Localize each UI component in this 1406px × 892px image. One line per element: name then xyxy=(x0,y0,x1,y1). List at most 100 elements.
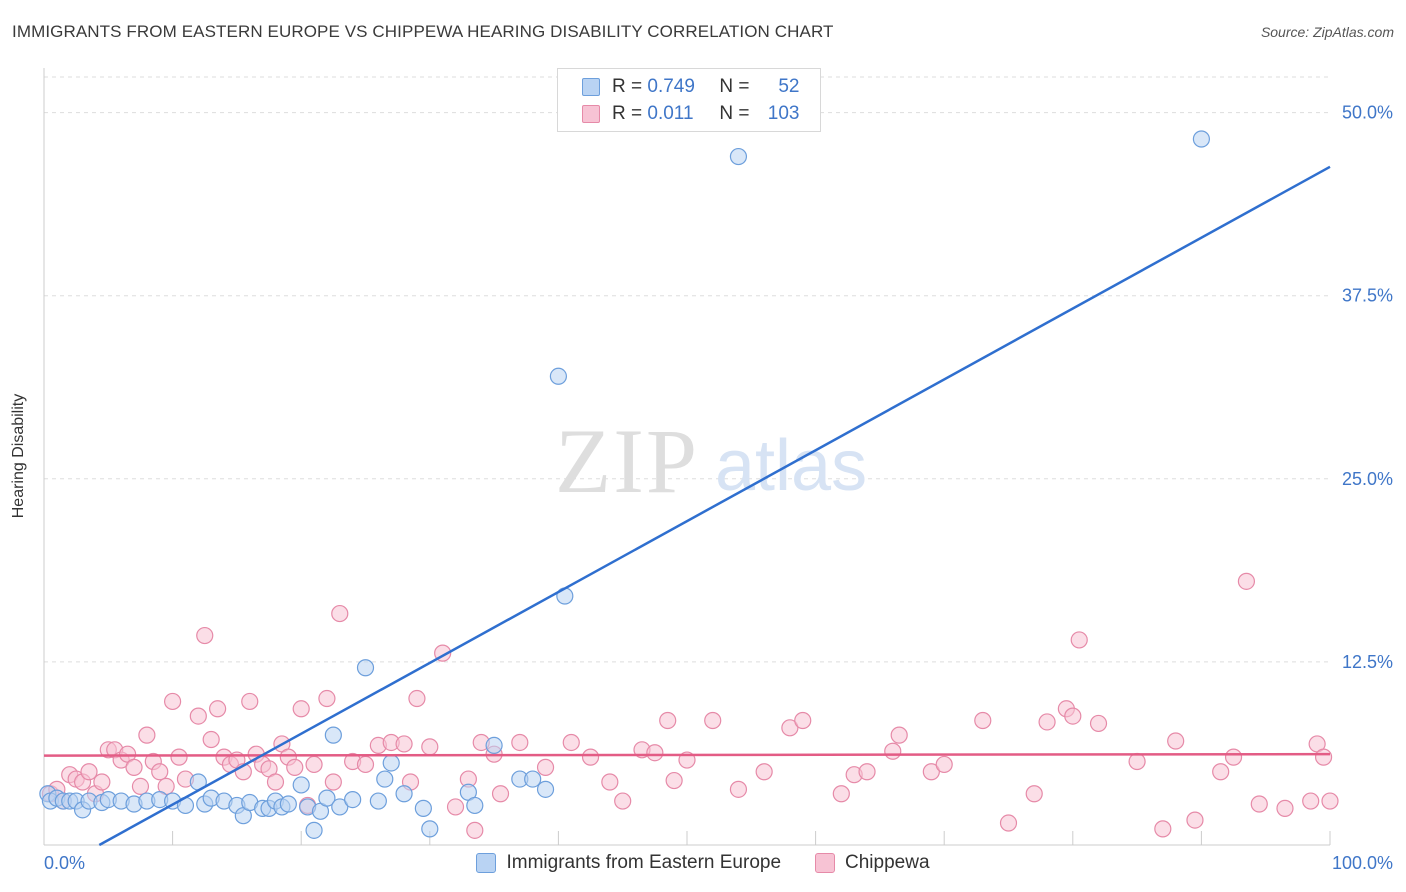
chippewa-point xyxy=(1186,811,1204,829)
chippewa-point xyxy=(125,758,143,776)
legend-swatch-pink xyxy=(815,853,836,873)
eastern-europe-point xyxy=(324,726,342,744)
chippewa-point xyxy=(1321,792,1339,810)
eastern-europe-point xyxy=(356,659,375,677)
chippewa-point xyxy=(858,763,876,781)
chippewa-point xyxy=(164,692,182,711)
legend-label-eastern-europe: Immigrants from Eastern Europe xyxy=(506,852,782,873)
chippewa-point xyxy=(659,711,677,730)
chippewa-point xyxy=(832,785,850,803)
chippewa-point xyxy=(511,733,529,752)
chippewa-point xyxy=(466,821,484,839)
legend-swatch-pink xyxy=(582,105,600,123)
chippewa-point xyxy=(170,748,188,766)
eastern-europe-points xyxy=(39,130,1211,839)
eastern-europe-point xyxy=(485,736,503,754)
chippewa-point xyxy=(241,692,259,711)
chippewa-point xyxy=(884,742,902,760)
chippewa-point xyxy=(80,763,98,781)
eastern-europe-point xyxy=(421,820,439,838)
chippewa-point xyxy=(1276,799,1294,817)
legend-r-value: 0.011 xyxy=(647,103,694,124)
chippewa-point xyxy=(408,689,426,708)
legend-swatch-blue xyxy=(582,78,600,96)
chippewa-point xyxy=(1302,792,1320,810)
x-tick-label-min: 0.0% xyxy=(44,853,85,873)
legend-item-chippewa[interactable]: Chippewa xyxy=(815,852,930,874)
eastern-europe-point xyxy=(414,799,432,817)
legend-n-value: 103 xyxy=(767,103,800,124)
chippewa-point xyxy=(491,785,510,803)
eastern-europe-trendline xyxy=(98,165,1331,847)
chippewa-point xyxy=(286,758,304,776)
chippewa-point xyxy=(1128,752,1146,771)
chippewa-point xyxy=(1250,795,1268,813)
chippewa-point xyxy=(209,700,227,718)
eastern-europe-point xyxy=(344,790,362,809)
chippewa-point xyxy=(1038,713,1056,731)
chippewa-point xyxy=(266,773,285,791)
chippewa-point xyxy=(324,773,342,791)
chippewa-point xyxy=(974,711,992,730)
chippewa-point xyxy=(1237,572,1256,590)
legend-item-eastern-europe[interactable]: Immigrants from Eastern Europe xyxy=(476,852,781,874)
source-label: Source: ZipAtlas.com xyxy=(1260,24,1394,40)
chippewa-point xyxy=(755,763,773,781)
eastern-europe-point xyxy=(466,796,484,815)
chippewa-point xyxy=(446,798,465,816)
watermark-zip: ZIP xyxy=(555,410,699,512)
legend-label-chippewa: Chippewa xyxy=(845,852,930,873)
chippewa-point xyxy=(421,738,439,756)
chippewa-point xyxy=(1154,820,1172,838)
axes xyxy=(43,68,1331,846)
series-legend: Immigrants from Eastern Europe Chippewa xyxy=(0,852,1406,874)
eastern-europe-point xyxy=(536,780,555,798)
gridlines xyxy=(44,76,1330,663)
chippewa-point xyxy=(1224,748,1243,766)
chippewa-point xyxy=(1064,707,1082,725)
legend-n-label: N = xyxy=(719,103,750,124)
chippewa-point xyxy=(395,735,413,753)
chippewa-point xyxy=(189,707,207,725)
eastern-europe-point xyxy=(729,147,748,166)
chippewa-point xyxy=(665,771,683,790)
chippewa-point xyxy=(331,604,349,623)
chippewa-point xyxy=(318,689,336,708)
chippewa-trendline xyxy=(43,752,1331,757)
legend-r-label: R = xyxy=(612,76,643,97)
legend-row-pink: R = 0.011 N = 103 xyxy=(582,103,800,125)
tick-labels: 12.5% 25.0% 37.5% 50.0% 0.0% 100.0% xyxy=(44,103,1393,873)
eastern-europe-point xyxy=(376,770,394,788)
eastern-europe-point xyxy=(382,754,400,772)
chippewa-point xyxy=(1025,785,1043,803)
eastern-europe-point xyxy=(305,821,323,839)
eastern-europe-point xyxy=(279,795,297,813)
chippewa-point xyxy=(781,719,799,737)
chippewa-point xyxy=(93,773,111,791)
chippewa-point xyxy=(704,711,722,730)
chippewa-point xyxy=(999,814,1018,832)
eastern-europe-point xyxy=(292,776,310,794)
chippewa-point xyxy=(151,763,169,781)
chippewa-point xyxy=(601,773,619,791)
y-tick-label: 25.0% xyxy=(1342,469,1393,489)
chippewa-point xyxy=(562,733,580,752)
chippewa-point xyxy=(356,755,375,774)
chippewa-point xyxy=(536,758,555,776)
chippewa-point xyxy=(138,726,156,744)
chippewa-point xyxy=(202,730,220,749)
chart-title: IMMIGRANTS FROM EASTERN EUROPE VS CHIPPE… xyxy=(12,22,834,41)
correlation-legend: R = 0.749 N = 52 R = 0.011 N = 103 xyxy=(557,68,821,132)
chippewa-point xyxy=(1089,714,1108,733)
chippewa-point xyxy=(131,777,150,796)
eastern-europe-point xyxy=(369,792,387,810)
chippewa-point xyxy=(729,780,748,798)
eastern-europe-point xyxy=(318,789,336,807)
eastern-europe-point xyxy=(1192,130,1211,148)
chippewa-point xyxy=(196,626,214,645)
eastern-europe-point xyxy=(331,798,349,816)
chippewa-point xyxy=(890,726,908,744)
legend-row-blue: R = 0.749 N = 52 xyxy=(582,76,800,98)
chippewa-point xyxy=(646,744,664,762)
